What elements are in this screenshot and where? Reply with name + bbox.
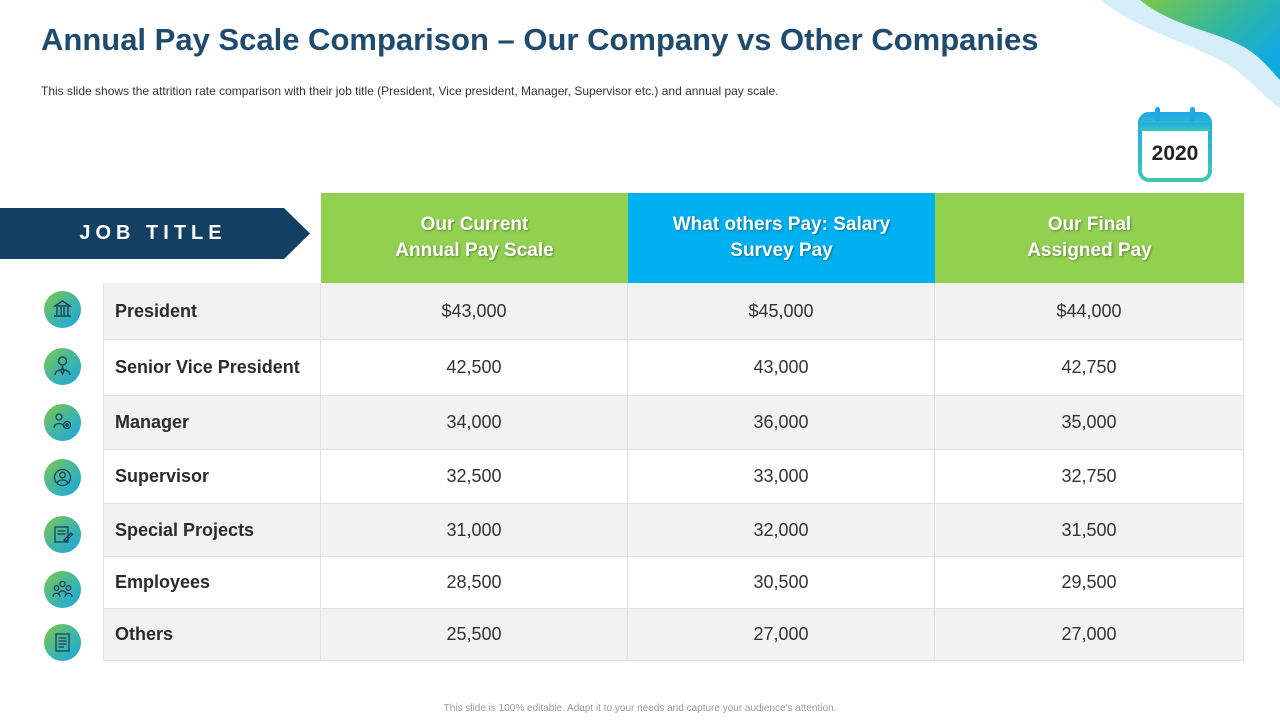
year-label: 2020 bbox=[1151, 142, 1199, 165]
table-row: Special Projects 31,000 32,000 31,500 bbox=[103, 504, 1244, 557]
table-row: Manager 34,000 36,000 35,000 bbox=[103, 396, 1244, 450]
current-pay-cell: 28,500 bbox=[321, 557, 628, 608]
document-icon bbox=[44, 624, 81, 661]
header-final-line1: Our Final bbox=[1047, 214, 1132, 235]
others-pay-cell: 33,000 bbox=[628, 450, 935, 503]
others-pay-cell: 36,000 bbox=[628, 396, 935, 449]
others-pay-cell: 30,500 bbox=[628, 557, 935, 608]
page-subtitle: This slide shows the attrition rate comp… bbox=[41, 84, 779, 98]
table-row: Employees 28,500 30,500 29,500 bbox=[103, 557, 1244, 609]
job-title-cell: Employees bbox=[103, 557, 321, 608]
others-pay-cell: 27,000 bbox=[628, 609, 935, 660]
corner-decoration bbox=[1100, 0, 1280, 108]
executive-icon bbox=[44, 348, 81, 385]
table-row: Supervisor 32,500 33,000 32,750 bbox=[103, 450, 1244, 504]
page-title: Annual Pay Scale Comparison – Our Compan… bbox=[41, 22, 1039, 57]
others-pay-cell: 32,000 bbox=[628, 504, 935, 556]
supervisor-icon bbox=[44, 459, 81, 496]
header-current-line1: Our Current bbox=[420, 214, 529, 235]
current-pay-cell: 25,500 bbox=[321, 609, 628, 660]
header-others-line2: Survey Pay bbox=[730, 240, 833, 261]
final-pay-cell: 27,000 bbox=[935, 609, 1244, 660]
table-row: President $43,000 $45,000 $44,000 bbox=[103, 283, 1244, 340]
final-pay-cell: 42,750 bbox=[935, 340, 1244, 395]
project-document-icon bbox=[44, 516, 81, 553]
header-current-pay: Our Current Annual Pay Scale bbox=[321, 193, 628, 283]
table-row: Others 25,500 27,000 27,000 bbox=[103, 609, 1244, 661]
current-pay-cell: 42,500 bbox=[321, 340, 628, 395]
job-title-cell: President bbox=[103, 283, 321, 339]
header-current-line2: Annual Pay Scale bbox=[395, 240, 554, 261]
job-title-cell: Senior Vice President bbox=[103, 340, 321, 395]
footer-note: This slide is 100% editable. Adapt it to… bbox=[443, 703, 837, 714]
final-pay-cell: 35,000 bbox=[935, 396, 1244, 449]
manager-gear-icon bbox=[44, 404, 81, 441]
current-pay-cell: 31,000 bbox=[321, 504, 628, 556]
job-title-label: JOB TITLE bbox=[79, 222, 227, 244]
current-pay-cell: $43,000 bbox=[321, 283, 628, 339]
others-pay-cell: $45,000 bbox=[628, 283, 935, 339]
building-icon bbox=[44, 291, 81, 328]
job-title-cell: Others bbox=[103, 609, 321, 660]
header-final-pay: Our Final Assigned Pay bbox=[935, 193, 1244, 283]
header-others-pay: What others Pay: Salary Survey Pay bbox=[628, 193, 935, 283]
job-title-banner: JOB TITLE bbox=[0, 208, 310, 259]
team-icon bbox=[44, 571, 81, 608]
table-row: Senior Vice President 42,500 43,000 42,7… bbox=[103, 340, 1244, 396]
final-pay-cell: $44,000 bbox=[935, 283, 1244, 339]
current-pay-cell: 32,500 bbox=[321, 450, 628, 503]
job-title-cell: Supervisor bbox=[103, 450, 321, 503]
final-pay-cell: 32,750 bbox=[935, 450, 1244, 503]
header-others-line1: What others Pay: Salary bbox=[672, 214, 891, 235]
header-final-line2: Assigned Pay bbox=[1027, 240, 1152, 261]
current-pay-cell: 34,000 bbox=[321, 396, 628, 449]
final-pay-cell: 29,500 bbox=[935, 557, 1244, 608]
job-title-cell: Manager bbox=[103, 396, 321, 449]
calendar-icon bbox=[1138, 107, 1212, 182]
final-pay-cell: 31,500 bbox=[935, 504, 1244, 556]
job-title-cell: Special Projects bbox=[103, 504, 321, 556]
others-pay-cell: 43,000 bbox=[628, 340, 935, 395]
